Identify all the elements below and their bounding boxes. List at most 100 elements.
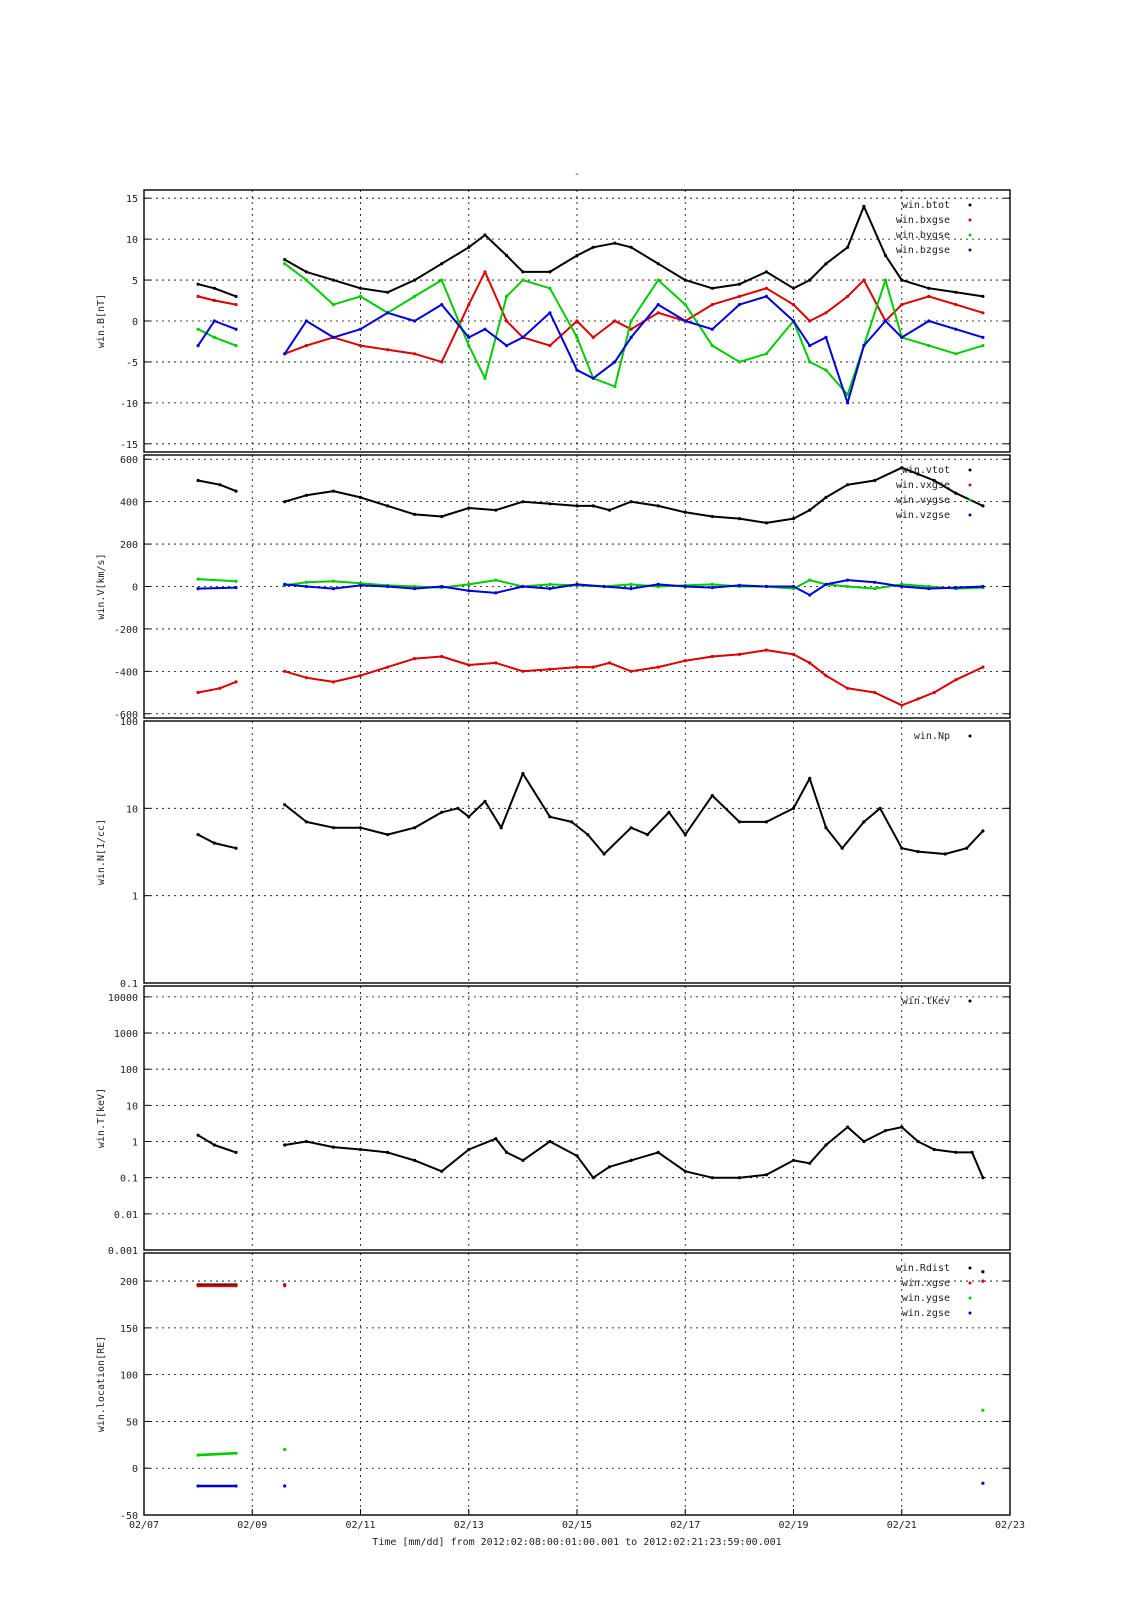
data-point [710,286,714,290]
data-point [548,815,552,819]
data-point [234,846,238,850]
data-point [413,826,417,830]
data-point [667,810,671,814]
data-point [981,1176,985,1180]
data-point [196,294,200,298]
data-point [331,335,335,339]
panel-3: 100 10 1 0.1 win.N[1/cc] win.Np [96,717,1011,990]
data-point [505,319,509,323]
ytick-label: 0 [132,583,138,594]
data-point [656,504,660,508]
data-point [234,586,238,590]
legend-label: win.ygse [902,1293,950,1304]
figure-title: - [574,169,580,180]
data-point [586,833,590,837]
data-point [440,303,444,307]
data-point [873,478,877,483]
data-point [710,1176,714,1180]
data-point [196,1133,200,1137]
data-point [764,286,769,290]
data-point [521,270,525,274]
data-point [467,245,471,249]
data-point [234,344,238,348]
data-point [358,674,363,678]
data-point [791,303,796,307]
data-point [613,360,617,364]
ytick-label: 200 [120,1277,138,1288]
data-point [927,294,931,298]
data-point [548,311,552,315]
data-point [283,1447,287,1452]
data-point [981,344,985,348]
data-point [196,1484,200,1488]
data-point [981,311,985,315]
data-point [440,1169,444,1173]
data-point [629,669,633,673]
data-point [212,319,216,323]
data-point [358,1147,363,1152]
data-point [873,690,877,695]
data-point [602,584,606,589]
data-point [494,591,498,595]
legend-label: win.vzgse [896,510,950,521]
data-point [283,1484,287,1488]
data-point [629,327,633,331]
data-point [840,846,844,850]
data-point [613,241,617,245]
data-point [954,327,958,331]
data-point [521,500,525,504]
data-point [283,1143,287,1147]
data-point [683,659,687,663]
data-point [808,319,812,323]
data-point [862,820,866,824]
data-point [283,262,287,266]
data-point [218,483,222,487]
data-point [846,401,850,405]
data-point [212,298,216,303]
data-point [575,504,579,508]
data-point [737,517,742,521]
data-point [548,1139,552,1144]
data-point [575,368,579,372]
data-point [505,294,509,298]
data-point [683,584,687,589]
legend-marker [968,248,972,252]
data-point [710,303,714,307]
data-point [440,584,444,589]
series-win-bxgse [197,270,984,363]
data-point [386,1150,390,1154]
data-point [656,278,660,282]
ytick-label: 0.1 [120,979,138,990]
data-point [981,1270,985,1274]
xtick-label: 02/19 [778,1520,808,1531]
data-point [521,584,525,589]
data-point [196,1453,200,1457]
ytick-label: 10 [126,1101,138,1112]
data-point [970,1150,974,1154]
data-point [808,776,812,781]
data-point [440,360,444,364]
ytick-label: 15 [126,194,138,205]
data-point [683,1169,687,1173]
data-point [358,286,363,290]
data-point [981,1279,985,1283]
data-point [764,352,769,356]
data-point [358,327,363,331]
data-point [234,303,238,307]
data-point [916,850,920,854]
data-point [791,1158,796,1162]
data-point [607,1165,612,1169]
ytick-label: -200 [114,625,138,636]
data-point [467,335,471,339]
data-point [331,587,335,591]
legend-marker [968,233,972,237]
data-point [824,826,828,830]
data-point [710,794,714,798]
data-point [548,286,552,290]
data-point [824,1143,828,1147]
data-point [883,278,888,282]
data-point [932,690,936,695]
legend-label: win.Rdist [896,1263,950,1274]
data-point [467,344,471,348]
